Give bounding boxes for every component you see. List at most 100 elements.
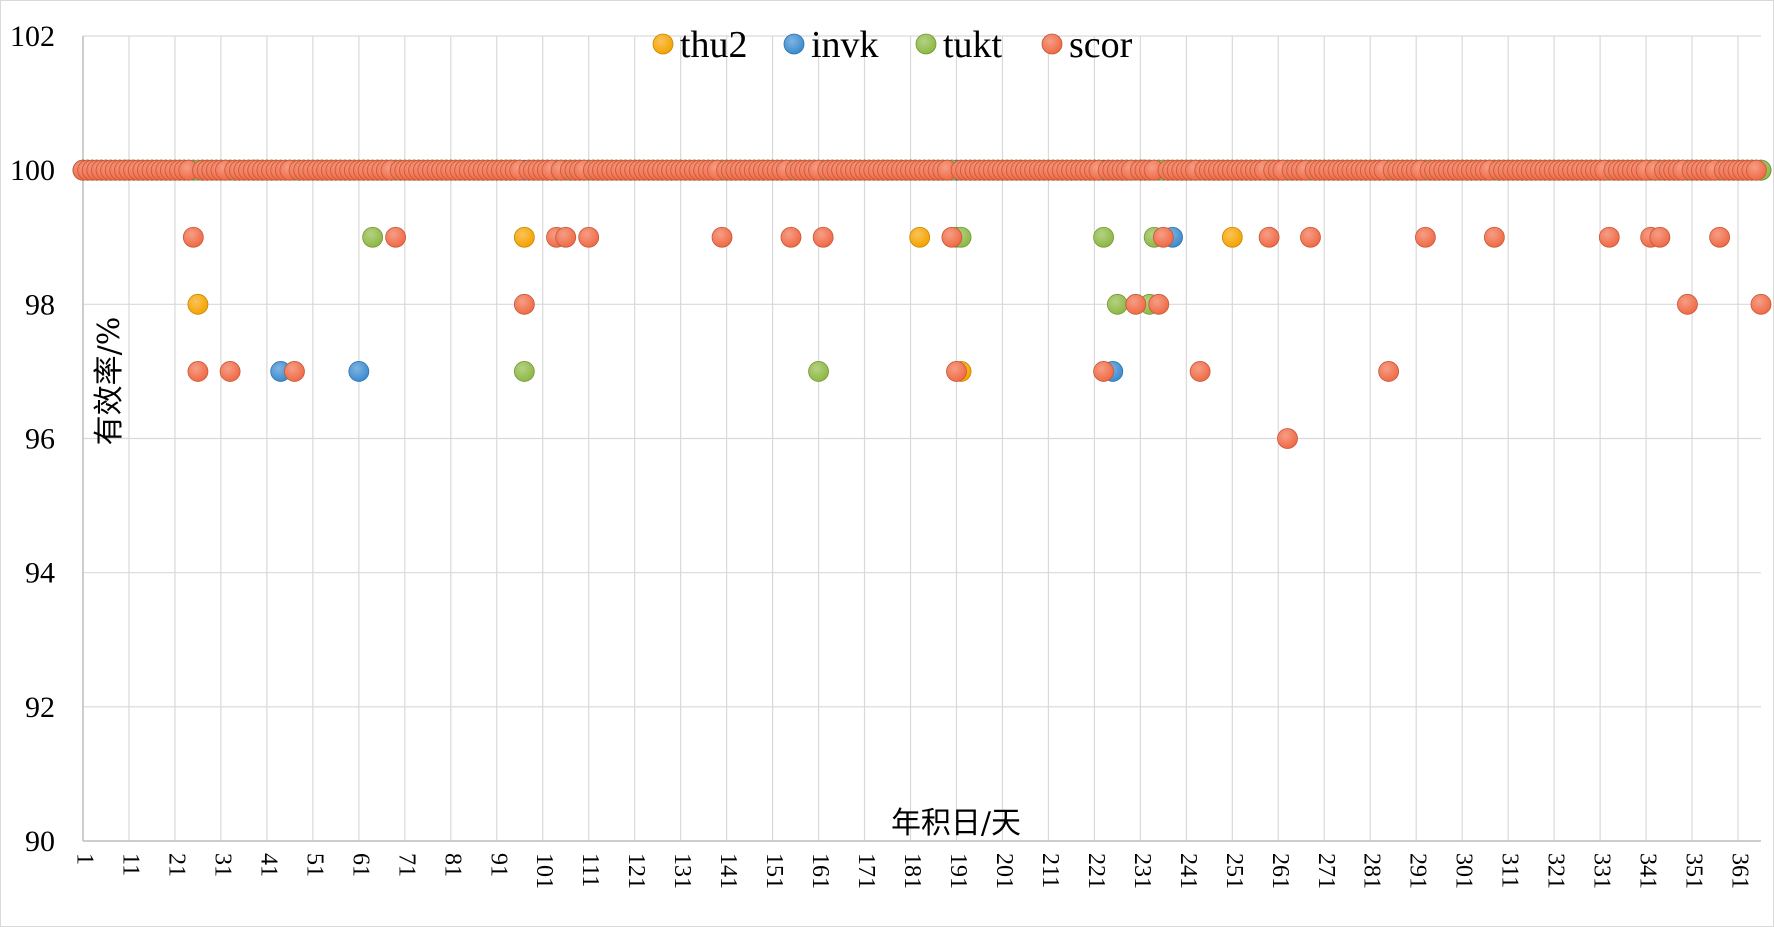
scor-point [1258,226,1280,248]
x-tick-label: 21 [163,853,189,877]
x-tick-label: 151 [761,853,787,889]
grid-layer [82,35,1761,842]
legend-marker [652,33,674,55]
scor-point [1300,226,1321,248]
x-tick-label: 341 [1635,853,1661,889]
tukt-point [808,361,829,382]
axis-layer: 90 92 94 96 98 100 102 1 11 21 31 41 51 61 71 81 91 101 1 1… [10,20,1761,889]
tukt-point [362,226,384,248]
scor-point [513,293,535,315]
legend-label: scor [1069,24,1133,66]
scor-point [780,226,802,248]
legend-label: invk [811,24,879,66]
tukt-point [1106,293,1128,315]
x-tick-label: 201 [991,853,1017,889]
x-tick-label: 41 [255,853,281,877]
legend-item-scor: scor [1041,24,1133,66]
y-tick-label: 98 [25,288,55,321]
scor-point [1746,159,1767,181]
legend-label: thu2 [680,24,748,66]
x-tick-label: 261 [1267,853,1293,889]
scor-point [385,226,407,248]
scor-point [187,361,209,382]
scor-point [1277,428,1298,449]
x-tick-label: 141 [715,853,741,889]
x-tick-label: 101 [531,853,557,889]
x-tick-label: 361 [1726,853,1752,889]
thu2-point [513,226,535,248]
y-tick-label: 102 [10,20,55,53]
scor-point [1189,361,1211,382]
y-tick-label: 100 [10,154,55,187]
scor-point [1598,226,1620,248]
x-tick-label: 291 [1405,853,1431,889]
tukt-point [513,361,535,382]
scor-point [1093,361,1114,382]
invk-point [348,361,370,382]
scor-point [946,361,967,382]
legend-marker [915,33,937,55]
tukt-point [1093,226,1114,248]
scor-point [812,226,834,248]
x-tick-label: 61 [347,853,373,877]
scor-point [578,226,600,248]
scor-point [1152,226,1174,248]
points-layer [72,159,1772,449]
x-tick-label: 1 [71,853,97,865]
thu2-point [187,293,209,315]
x-tick-label: 121 [623,853,649,889]
x-tick-label: 301 [1451,853,1477,889]
x-tick-label: 271 [1313,853,1339,889]
x-tick-label: 191 [945,853,971,889]
x-tick-label: 221 [1083,853,1109,889]
x-tick-label: 351 [1681,853,1707,889]
x-tick-label: 281 [1359,853,1385,889]
scor-point [1415,226,1436,248]
legend-item-invk: invk [783,24,879,66]
x-tick-label: 111 [577,853,603,887]
legend: thu2 invk tukt scor [652,24,1133,66]
scor-point [711,226,733,248]
x-tick-label: 181 [899,853,925,889]
scor-point [182,226,204,248]
x-tick-label: 51 [301,853,327,877]
legend-item-tukt: tukt [915,24,1003,66]
x-tick-label: 331 [1589,853,1615,889]
x-tick-label: 211 [1037,853,1063,888]
scor-point [555,226,577,248]
y-tick-label: 96 [25,423,55,456]
thu2-point [909,226,931,248]
y-tick-label: 90 [25,825,55,858]
legend-item-thu2: thu2 [652,24,748,66]
scor-point [1378,361,1400,382]
y-tick-label: 92 [25,691,55,724]
scor-point [941,226,963,248]
x-tick-label: 31 [209,853,235,877]
legend-marker [783,33,805,55]
x-tick-label: 231 [1129,853,1155,889]
scor-point [219,361,241,382]
legend-label: tukt [943,24,1003,66]
x-tick-label: 241 [1175,853,1201,889]
x-tick-label: 321 [1543,853,1569,889]
x-tick-label: 251 [1221,853,1247,889]
scor-point [1148,293,1170,315]
x-tick-label: 81 [439,853,465,877]
x-tick-label: 71 [393,853,419,877]
x-tick-label: 311 [1497,853,1523,888]
x-tick-label: 91 [485,853,511,877]
y-axis-title: 有效率/% [92,317,127,446]
scor-point [1125,293,1147,315]
x-axis-title: 年积日/天 [891,806,1021,841]
legend-marker [1041,33,1063,55]
x-tick-label: 171 [853,853,879,889]
scor-point [284,361,305,382]
scor-point [1483,226,1505,248]
x-tick-label: 161 [807,853,833,889]
thu2-point [1221,226,1243,248]
scor-point [1709,226,1731,248]
y-tick-label: 94 [25,557,55,590]
scor-point [1750,293,1772,315]
